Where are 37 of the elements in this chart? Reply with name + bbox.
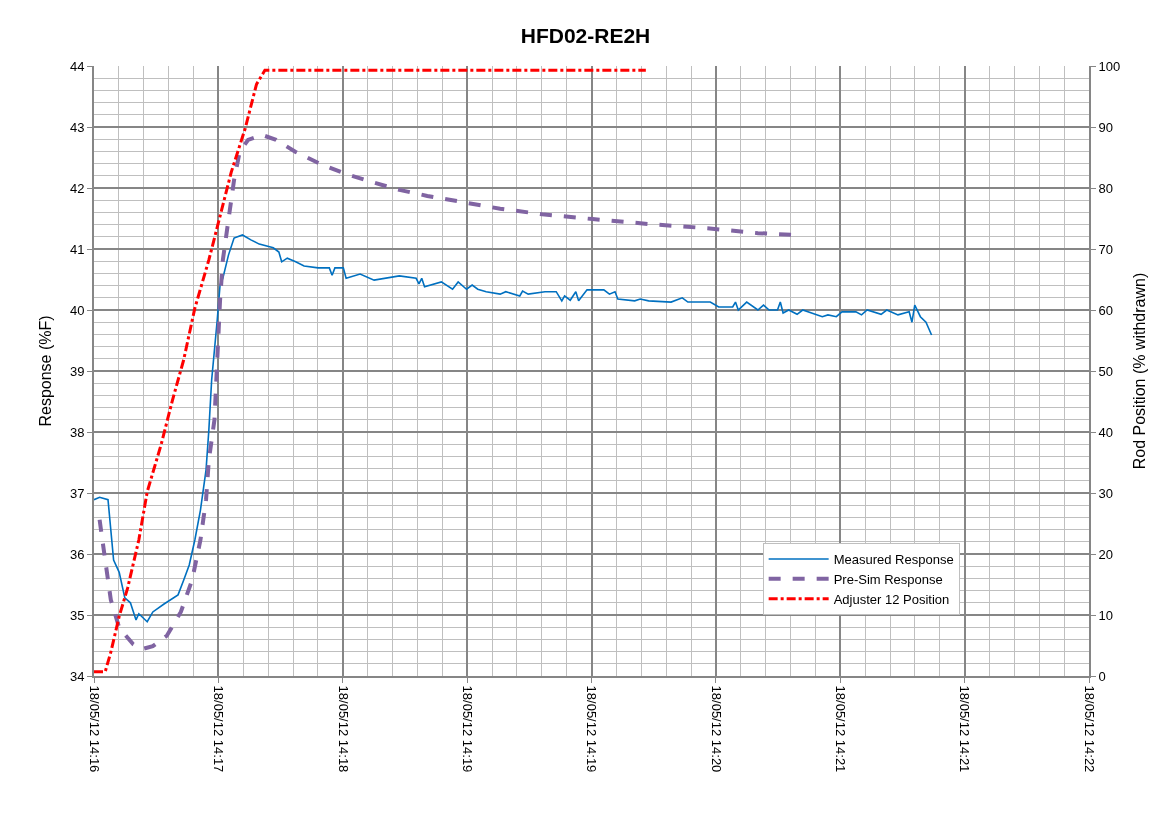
y-tick-label: 39 <box>69 363 85 379</box>
y-tick-label: 44 <box>69 58 85 74</box>
y-axis-title: Response (%F) <box>37 315 55 427</box>
legend-label: Measured Response <box>833 552 954 568</box>
x-tick-label: 18/05/12 14:17 <box>211 685 227 773</box>
y-tick-label: 36 <box>69 546 85 562</box>
y2-tick-label: 40 <box>1098 424 1114 440</box>
x-tick-label: 18/05/12 14:21 <box>957 685 973 773</box>
y2-tick-label: 100 <box>1098 58 1121 74</box>
x-tick-label: 18/05/12 14:19 <box>584 685 600 773</box>
y2-tick-label: 50 <box>1098 363 1114 379</box>
y-tick-label: 37 <box>69 485 85 501</box>
y-tick-label: 40 <box>69 302 85 318</box>
y2-axis-title: Rod Position (% withdrawn) <box>1130 272 1148 470</box>
y-tick-label: 35 <box>69 607 85 623</box>
y2-tick-label: 10 <box>1098 607 1114 623</box>
legend-label: Adjuster 12 Position <box>833 591 950 607</box>
x-tick-label: 18/05/12 14:16 <box>86 685 102 773</box>
x-tick-label: 18/05/12 14:18 <box>335 685 351 773</box>
x-tick-label: 18/05/12 14:21 <box>833 685 849 773</box>
y2-tick-label: 60 <box>1098 302 1114 318</box>
y2-tick-label: 20 <box>1098 546 1114 562</box>
y2-tick-label: 80 <box>1098 180 1114 196</box>
y2-tick-label: 90 <box>1098 119 1114 135</box>
legend-label: Pre-Sim Response <box>833 571 943 587</box>
y-tick-label: 38 <box>69 424 85 440</box>
y-tick-label: 34 <box>69 668 85 684</box>
y2-tick-label: 0 <box>1098 668 1106 684</box>
x-tick-label: 18/05/12 14:20 <box>708 685 724 773</box>
y-tick-label: 41 <box>69 241 85 257</box>
chart-title: HFD02-RE2H <box>520 24 651 48</box>
y-tick-label: 43 <box>69 119 85 135</box>
x-tick-label: 18/05/12 14:22 <box>1081 685 1097 773</box>
y-tick-label: 42 <box>69 180 85 196</box>
x-tick-label: 18/05/12 14:19 <box>459 685 475 773</box>
y2-tick-label: 30 <box>1098 485 1114 501</box>
y2-tick-label: 70 <box>1098 241 1114 257</box>
